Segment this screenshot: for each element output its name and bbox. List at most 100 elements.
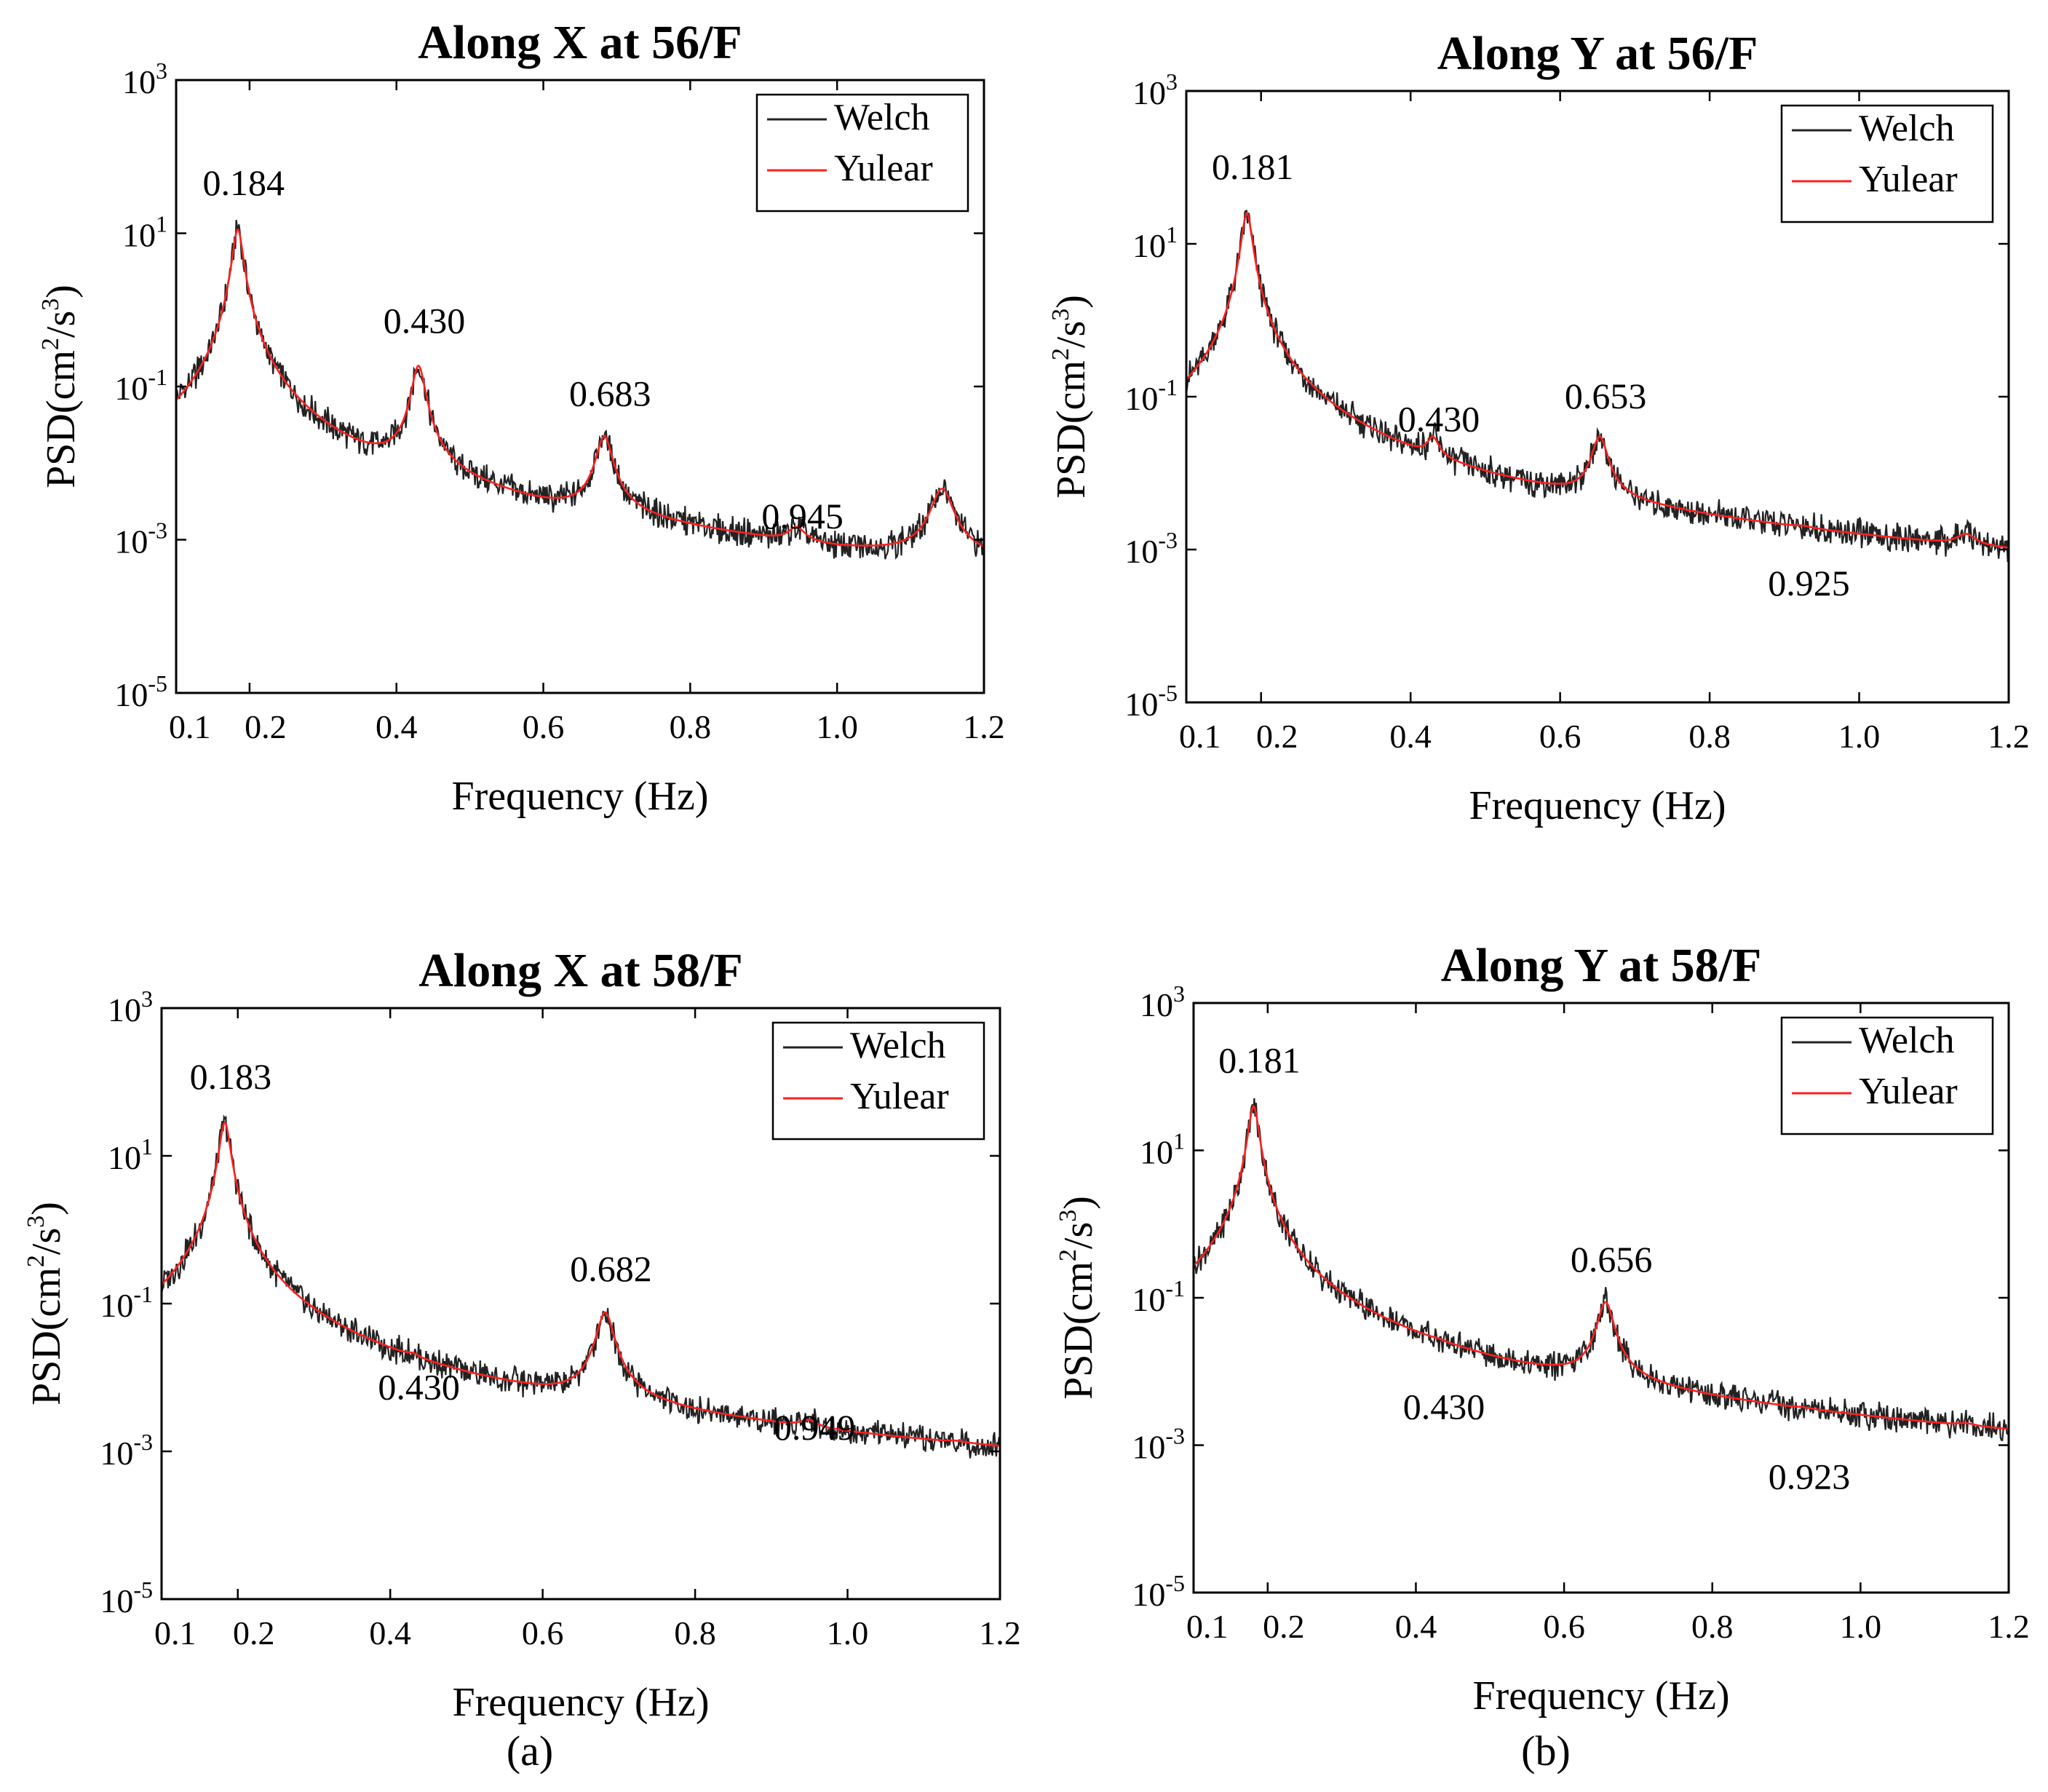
- x-tick-label: 0.1: [1186, 1608, 1229, 1645]
- peak-label-0-945: 0.945: [761, 496, 844, 536]
- legend: Welch Yulear: [771, 1021, 985, 1141]
- y-axis-label: PSD(cm2/s3): [37, 285, 84, 488]
- peak-label-0-683: 0.683: [569, 373, 651, 414]
- chart-title: Along Y at 56/F: [1437, 27, 1758, 80]
- legend-label-welch: Welch: [850, 1025, 946, 1066]
- x-tick-label: 0.8: [670, 708, 712, 745]
- x-tick-label: 0.2: [245, 708, 287, 745]
- caption-a: (a): [507, 1727, 553, 1775]
- y-tick-label: 10-5: [1132, 1570, 1185, 1613]
- chart-panel-4: Along Y at 58/F 0.1 0.2 0.4 0.6 0.8 1.0 1.2 103 1…: [1055, 939, 2030, 1718]
- series-welch-line: [176, 219, 984, 560]
- y-tick-label: 10-3: [114, 518, 167, 560]
- x-tick-label: 0.2: [233, 1614, 275, 1652]
- y-axis-label: PSD(cm2/s3): [23, 1202, 69, 1406]
- y-tick-label: 10-1: [114, 364, 167, 407]
- y-tick-label: 10-3: [100, 1429, 153, 1472]
- y-tick-label: 103: [1140, 980, 1185, 1023]
- peak-label-0-949: 0.949: [774, 1407, 856, 1448]
- legend-label-yulear: Yulear: [850, 1076, 949, 1117]
- chart-panel-2: Along Y at 56/F 0.1 0.2 0.4 0.6 0.8 1.0 1.2 103 1…: [1047, 27, 2030, 828]
- x-tick-label: 0.6: [1539, 718, 1581, 755]
- x-tick-label: 1.0: [827, 1614, 869, 1652]
- legend-box: [755, 93, 969, 213]
- chart-title: Along X at 58/F: [418, 944, 743, 997]
- peak-label-0-181: 0.181: [1218, 1039, 1301, 1080]
- y-tick-label: 10-5: [114, 670, 167, 713]
- x-tick-label: 0.8: [1691, 1608, 1734, 1645]
- peak-label-0-183: 0.183: [190, 1056, 272, 1097]
- y-tick-label: 101: [1140, 1128, 1185, 1171]
- y-tick-label: 10-1: [1124, 374, 1178, 417]
- x-tick-label: 0.2: [1263, 1608, 1305, 1645]
- y-tick-label: 10-5: [100, 1577, 153, 1619]
- x-axis-label: Frequency (Hz): [1469, 783, 1726, 828]
- y-tick-label: 10-1: [100, 1281, 153, 1324]
- x-axis-label: Frequency (Hz): [1473, 1673, 1730, 1718]
- y-tick-label: 103: [108, 986, 153, 1028]
- legend-box: [1780, 104, 1994, 223]
- chart-panel-1: Along X at 56/F 0.1 0.2 0.4 0.6 0.8 1.0 1.2 103 1…: [37, 16, 1005, 819]
- y-tick-label: 10-3: [1132, 1423, 1185, 1466]
- x-tick-label: 1.0: [1838, 718, 1881, 755]
- chart-panel-3: Along X at 58/F 0.1 0.2 0.4 0.6 0.8 1.0 1.2 103 1…: [23, 944, 1021, 1725]
- legend: Welch Yulear: [1780, 1016, 1994, 1135]
- series-yulear-line: [162, 1121, 1000, 1447]
- x-tick-label: 0.8: [674, 1614, 716, 1652]
- x-tick-label: 1.0: [1840, 1608, 1882, 1645]
- legend-label-welch: Welch: [834, 97, 930, 138]
- legend: Welch Yulear: [1780, 104, 1994, 223]
- y-tick-label: 10-5: [1124, 680, 1178, 723]
- y-tick-label: 101: [108, 1133, 153, 1176]
- x-tick-label: 0.1: [1179, 718, 1221, 755]
- peak-label-0-430: 0.430: [1403, 1386, 1485, 1427]
- y-tick-label: 103: [122, 58, 167, 100]
- legend-label-welch: Welch: [1859, 108, 1955, 149]
- y-axis-label: PSD(cm2/s3): [1047, 295, 1094, 499]
- peak-label-0-682: 0.682: [570, 1248, 652, 1289]
- series-yulear-line: [1186, 212, 2009, 549]
- peak-label-0-430: 0.430: [384, 301, 466, 341]
- caption-b: (b): [1521, 1727, 1571, 1775]
- x-tick-label: 0.1: [154, 1614, 197, 1652]
- peak-label-0-430: 0.430: [1398, 398, 1480, 439]
- x-tick-label: 0.4: [1389, 718, 1432, 755]
- chart-title: Along X at 56/F: [418, 16, 742, 69]
- peak-label-0-656: 0.656: [1571, 1239, 1653, 1280]
- x-tick-label: 1.2: [1988, 718, 2030, 755]
- peak-label-0-184: 0.184: [203, 162, 285, 203]
- x-tick-label: 0.6: [1543, 1608, 1585, 1645]
- peak-label-0-430: 0.430: [378, 1366, 460, 1407]
- y-tick-label: 101: [1132, 221, 1178, 264]
- series-yulear-line: [1194, 1105, 2009, 1430]
- legend-label-yulear: Yulear: [1859, 159, 1958, 200]
- x-tick-label: 0.6: [523, 708, 565, 745]
- x-tick-label: 0.4: [369, 1614, 411, 1652]
- y-tick-label: 101: [122, 211, 167, 254]
- series-welch-line: [1194, 1098, 2009, 1441]
- x-tick-label: 0.4: [1395, 1608, 1437, 1645]
- legend-label-yulear: Yulear: [834, 148, 933, 189]
- legend-box: [771, 1021, 985, 1141]
- x-tick-label: 0.1: [169, 708, 211, 745]
- x-tick-label: 0.4: [376, 708, 418, 745]
- series-yulear-line: [176, 228, 984, 547]
- x-tick-label: 0.8: [1688, 718, 1731, 755]
- y-axis-label: PSD(cm2/s3): [1055, 1196, 1101, 1400]
- x-tick-label: 1.2: [963, 708, 1005, 745]
- peak-label-0-923: 0.923: [1769, 1456, 1851, 1497]
- legend-label-welch: Welch: [1859, 1020, 1955, 1061]
- peak-label-0-653: 0.653: [1565, 376, 1647, 416]
- chart-title: Along Y at 58/F: [1441, 939, 1762, 992]
- x-tick-label: 1.2: [979, 1614, 1021, 1652]
- y-tick-label: 103: [1132, 68, 1178, 111]
- x-tick-label: 0.6: [522, 1614, 564, 1652]
- x-axis-label: Frequency (Hz): [452, 774, 709, 819]
- x-tick-label: 0.2: [1256, 718, 1298, 755]
- x-tick-label: 1.2: [1988, 1608, 2030, 1645]
- peak-label-0-181: 0.181: [1212, 146, 1294, 187]
- legend: Welch Yulear: [755, 93, 969, 213]
- y-tick-label: 10-1: [1132, 1275, 1185, 1318]
- peak-label-0-925: 0.925: [1768, 563, 1850, 603]
